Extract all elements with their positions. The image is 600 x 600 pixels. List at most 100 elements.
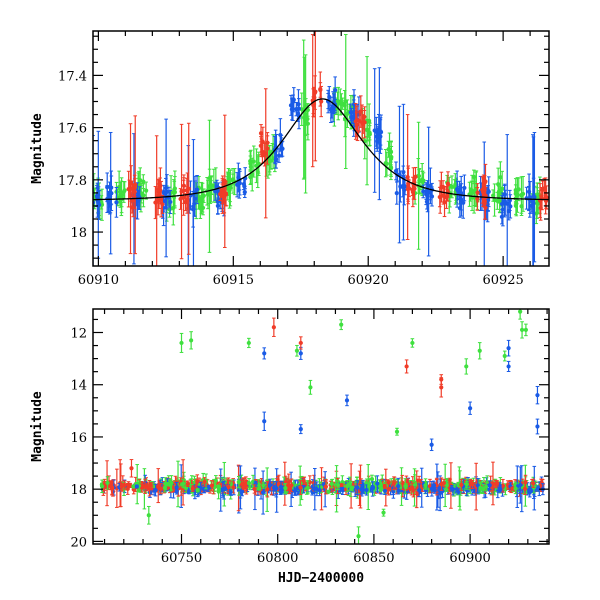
bottom-red-point <box>125 486 130 492</box>
top-blue-point <box>236 181 241 186</box>
light-curve-full-panel: 60750 60800 60850 609001214161820MagnitudeH… <box>30 308 550 586</box>
top-blue-point <box>424 199 430 204</box>
top-blue-point <box>280 146 285 151</box>
top-red-point <box>222 179 227 184</box>
top-red-point <box>483 179 488 184</box>
top-blue-point <box>215 203 220 208</box>
top-green-point <box>230 177 235 182</box>
top-blue-point <box>278 132 283 138</box>
bottom-blue-point <box>260 490 266 495</box>
top-green-point <box>336 101 341 106</box>
top-green-point <box>491 193 496 198</box>
top-red-point <box>179 189 184 194</box>
bottom-red-point <box>226 484 231 490</box>
top-y-tick-label: 17.8 <box>58 174 87 189</box>
top-green-point <box>254 163 259 168</box>
top-blue-point <box>348 110 353 115</box>
top-red-point <box>259 143 264 148</box>
top-blue-point <box>421 189 426 194</box>
top-blue-point <box>294 107 299 112</box>
top-green-point <box>420 179 425 185</box>
top-blue-point <box>499 201 505 207</box>
top-x-tick-label: 60920 <box>348 273 389 288</box>
bottom-green-point <box>213 478 218 483</box>
bottom-green-point <box>369 477 375 482</box>
top-blue-point <box>94 193 99 199</box>
top-blue-point <box>402 184 408 189</box>
top-blue-point <box>372 128 377 133</box>
bottom-red-point <box>131 487 136 492</box>
bottom-blue-point <box>198 485 203 490</box>
bottom-red-point <box>109 486 115 492</box>
top-blue-point <box>97 202 102 208</box>
top-y-tick-label: 17.4 <box>58 69 87 84</box>
top-red-point <box>262 152 267 157</box>
top-red-point <box>542 186 547 191</box>
top-x-tick-label: 60910 <box>78 273 119 288</box>
top-plot-area <box>93 31 549 266</box>
top-blue-point <box>108 191 113 196</box>
top-red-point <box>361 121 366 127</box>
bottom-green-point <box>256 482 261 487</box>
bottom-red-point <box>510 486 515 491</box>
top-red-point <box>481 190 486 195</box>
bottom-red-point <box>339 483 344 488</box>
top-red-point <box>354 122 359 127</box>
top-green-point <box>268 158 274 163</box>
top-blue-point <box>503 200 508 205</box>
top-blue-point <box>527 195 533 200</box>
bottom-red-point <box>400 480 405 485</box>
top-blue-point <box>499 214 504 219</box>
bottom-red-point <box>145 485 150 490</box>
top-blue-point <box>168 199 173 205</box>
top-blue-point <box>402 187 407 193</box>
top-red-point <box>129 181 134 186</box>
top-green-point <box>519 204 524 209</box>
top-x-tick-label: 60925 <box>482 273 523 288</box>
top-blue-point <box>455 188 460 193</box>
top-blue-point <box>213 189 218 194</box>
top-red-point <box>154 199 159 204</box>
top-y-axis-title: Magnitude <box>30 113 45 184</box>
top-blue-point <box>376 135 382 140</box>
top-green-point <box>248 174 253 180</box>
bottom-blue-point <box>202 486 207 492</box>
top-blue-point <box>242 189 247 195</box>
top-green-point <box>387 148 392 153</box>
top-red-point <box>265 146 270 151</box>
bottom-green-point <box>329 481 334 486</box>
top-red-point <box>440 184 446 189</box>
top-green-point <box>122 188 127 193</box>
bottom-blue-point <box>456 489 461 494</box>
top-red-point <box>438 194 443 200</box>
top-green-point <box>303 121 308 127</box>
bottom-red-point <box>500 483 505 488</box>
top-blue-point <box>114 200 119 205</box>
top-red-point <box>410 189 415 195</box>
top-red-point <box>156 192 162 197</box>
top-red-point <box>133 182 138 187</box>
top-green-point <box>117 185 122 190</box>
top-green-point <box>519 192 524 198</box>
top-red-point <box>544 195 549 200</box>
top-blue-point <box>290 107 296 112</box>
bottom-blue-point <box>293 488 298 494</box>
bottom-red-point <box>140 483 145 488</box>
bottom-blue-point <box>240 489 245 494</box>
top-green-point <box>498 175 503 180</box>
top-green-point <box>168 190 174 195</box>
top-green-point <box>172 187 177 192</box>
top-blue-point <box>333 87 338 93</box>
top-red-point <box>406 183 411 189</box>
top-blue-point <box>191 204 196 209</box>
bottom-red-point <box>243 481 249 486</box>
light-curve-zoom-panel: 60910 60915 60920 60925 17.4 17.6 17.8 18 Magnit… <box>30 30 550 288</box>
top-red-point <box>318 87 323 93</box>
top-x-tick-label: 60915 <box>213 273 254 288</box>
top-blue-point <box>241 181 246 187</box>
top-blue-point <box>485 198 491 203</box>
top-green-point <box>384 161 389 166</box>
bottom-red-point <box>231 485 236 490</box>
bottom-green-point <box>325 489 330 495</box>
